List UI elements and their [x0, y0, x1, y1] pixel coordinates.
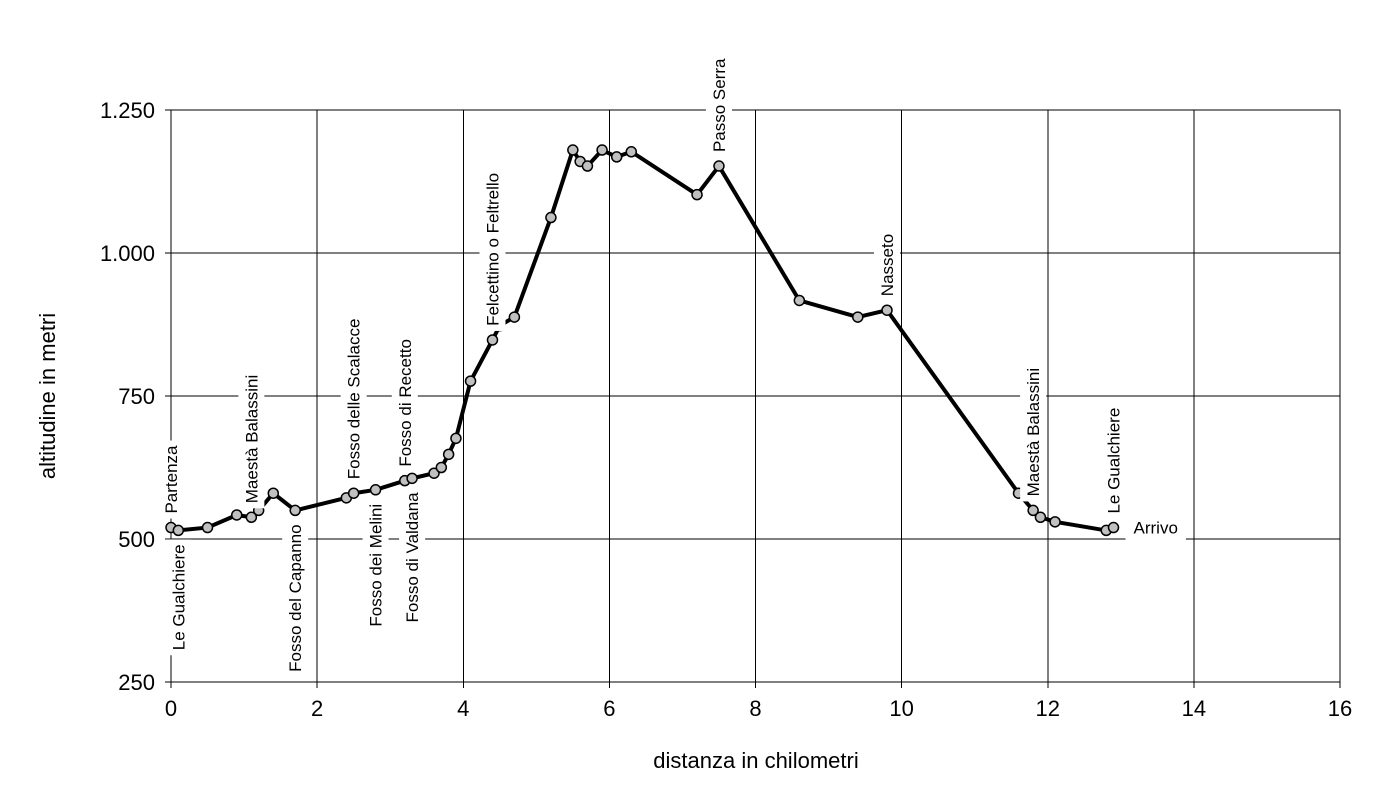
data-point [245, 511, 258, 524]
data-point [581, 160, 594, 172]
annotation-label: Passo Serra [705, 53, 732, 158]
y-axis-title: altitudine in metri [35, 313, 60, 479]
data-point [793, 294, 806, 307]
x-tick-label: 6 [603, 696, 615, 721]
annotation-text: Nasseto [878, 234, 897, 296]
annotation-label: Maestà Balassini [238, 369, 265, 509]
annotation-label: Fosso di Valdana [399, 487, 426, 628]
y-tick-label: 250 [118, 670, 155, 695]
annotations: Partenza Le Gualchiere Maestà Balassini Fos… [158, 53, 1186, 677]
annotation-label: Le Gualchiere [165, 539, 192, 656]
x-axis-title: distanza in chilometri [653, 748, 858, 773]
data-point [347, 487, 360, 499]
y-tick-label: 1.000 [100, 241, 155, 266]
data-point [267, 487, 280, 499]
annotation-background [362, 498, 389, 632]
x-tick-label: 16 [1328, 696, 1352, 721]
data-point [545, 211, 557, 224]
data-point [172, 524, 185, 537]
annotation-background [1100, 402, 1127, 519]
data-point [201, 521, 214, 534]
series-line-group [170, 148, 1115, 533]
x-tick-label: 0 [165, 696, 177, 721]
data-point [369, 484, 382, 496]
data-point [231, 509, 243, 521]
annotation-label: Partenza [158, 440, 184, 519]
annotation-text: Maestà Balassini [242, 375, 261, 504]
annotation-background [1020, 362, 1047, 502]
annotation-text: Maestà Balassini [1024, 368, 1043, 497]
data-point [406, 472, 418, 485]
annotation-label: Felcettino o Feltrello [479, 167, 506, 331]
annotation-label: Fosso di Recetto [391, 334, 418, 472]
data-point [1027, 504, 1039, 517]
annotation-text: Le Gualchiere [1105, 408, 1124, 514]
annotation-label: Le Gualchiere [1100, 402, 1127, 519]
y-tick-label: 500 [118, 527, 155, 552]
x-tick-label: 2 [311, 696, 323, 721]
annotation-text: Fosso di Valdana [403, 492, 422, 623]
annotation-background [479, 167, 506, 331]
annotation-text: Le Gualchiere [169, 544, 188, 650]
data-points [165, 144, 1120, 537]
annotation-background [874, 228, 901, 302]
data-point [610, 151, 623, 163]
data-point [435, 461, 448, 474]
y-tick-label: 750 [118, 384, 155, 409]
data-point [852, 311, 864, 323]
series-line [170, 148, 1115, 533]
data-point [567, 144, 579, 156]
data-point [442, 448, 455, 461]
data-point [691, 188, 703, 201]
data-point [486, 334, 499, 346]
data-point [1049, 516, 1061, 528]
annotation-text: Fosso dei Melini [367, 504, 386, 627]
data-point [1034, 511, 1047, 524]
plot-frame [170, 109, 1341, 683]
data-point [881, 304, 893, 316]
annotation-background [158, 440, 184, 519]
annotation-text: Felcettino o Feltrello [483, 173, 502, 326]
data-point [428, 467, 440, 479]
annotation-label: Fosso dei Melini [362, 498, 389, 632]
annotation-background [1125, 513, 1186, 542]
data-point [508, 311, 521, 323]
annotation-label: Nasseto [874, 228, 901, 302]
data-point [289, 504, 301, 517]
annotation-background [391, 334, 418, 472]
annotation-text: Passo Serra [710, 58, 729, 152]
data-point [596, 144, 608, 156]
x-tick-label: 10 [889, 696, 913, 721]
data-point [1107, 521, 1120, 534]
annotation-background [238, 369, 265, 509]
annotation-background [282, 519, 309, 677]
y-tick-label: 1.250 [100, 98, 155, 123]
annotation-text: Partenza [162, 445, 181, 514]
data-point [713, 160, 725, 172]
y-tick-labels: 250 500 750 1.000 1.250 [100, 98, 155, 695]
annotation-text: Arrivo [1134, 519, 1178, 538]
annotation-label: Arrivo [1125, 513, 1186, 542]
annotation-text: Fosso del Capanno [286, 524, 305, 671]
annotation-background [705, 53, 732, 158]
annotation-label: Fosso del Capanno [282, 519, 309, 677]
annotation-background [340, 313, 367, 485]
annotation-label: Fosso delle Scalacce [340, 313, 367, 485]
data-point [625, 146, 638, 158]
x-tick-labels: 0 2 4 6 8 10 12 14 16 [165, 696, 1352, 721]
annotation-background [399, 487, 426, 628]
annotation-label: Maestà Balassini [1020, 362, 1047, 502]
x-tick-label: 4 [457, 696, 469, 721]
x-tick-label: 14 [1182, 696, 1206, 721]
x-tick-label: 8 [749, 696, 761, 721]
data-point [464, 375, 477, 387]
data-point [450, 432, 462, 445]
x-tick-label: 12 [1036, 696, 1060, 721]
annotation-background [165, 539, 192, 656]
annotation-text: Fosso di Recetto [396, 339, 415, 467]
annotation-text: Fosso delle Scalacce [345, 319, 364, 480]
